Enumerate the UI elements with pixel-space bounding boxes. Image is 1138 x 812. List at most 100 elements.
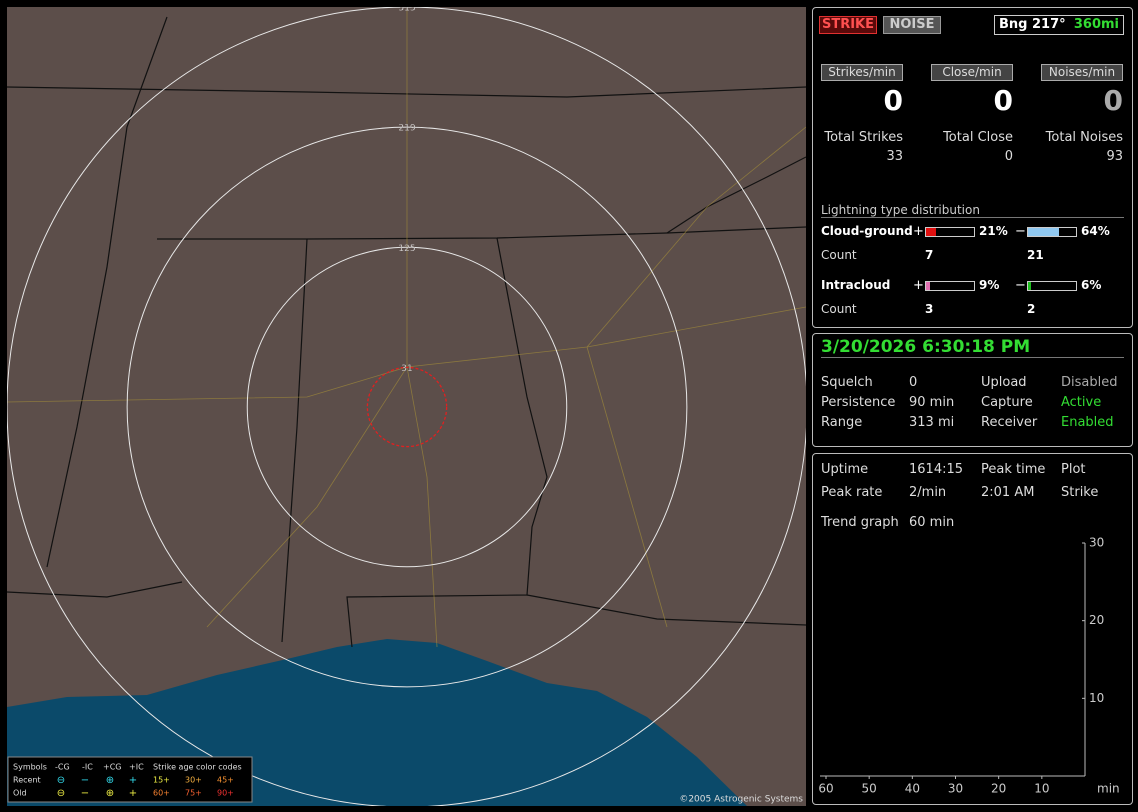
- legend-symbol: ⊖: [57, 788, 65, 799]
- count: 3: [925, 302, 934, 316]
- range-ring: [126, 126, 688, 688]
- legend-header: -IC: [82, 763, 93, 772]
- legend-header: +CG: [103, 763, 122, 772]
- stat: 2/min: [909, 485, 947, 500]
- rate-label: Close/min: [931, 64, 1013, 81]
- legend-header: Symbols: [13, 763, 47, 772]
- ring-label: 219: [398, 124, 415, 134]
- setting: Active: [1061, 395, 1102, 410]
- total-label: Total Strikes: [824, 130, 903, 145]
- legend-row-label: Recent: [13, 776, 41, 785]
- rate-value: 0: [1103, 84, 1123, 117]
- age-code: 45+: [217, 776, 234, 785]
- stat: Strike: [1061, 485, 1099, 500]
- distribution-title: Lightning type distribution: [821, 203, 1124, 218]
- rate-value: 0: [993, 84, 1013, 117]
- total-value: 33: [886, 149, 903, 164]
- x-tick-label: 60: [818, 782, 833, 796]
- x-tick-label: 50: [862, 782, 877, 796]
- legend-box: [7, 756, 253, 803]
- total-value: 0: [1004, 149, 1013, 164]
- state-borders: [7, 16, 806, 648]
- range: 360mi: [1073, 17, 1119, 32]
- legend-header: -CG: [55, 763, 70, 772]
- sign: +: [913, 278, 924, 293]
- datetime: 3/20/2026 6:30:18 PM: [821, 337, 1124, 358]
- rate-label: Noises/min: [1041, 64, 1123, 81]
- bar-fill: [926, 228, 937, 236]
- x-tick-label: 40: [905, 782, 920, 796]
- count: 21: [1027, 248, 1044, 262]
- x-tick-label: 10: [1034, 782, 1049, 796]
- count-label: Count: [821, 302, 857, 316]
- stat: Plot: [1061, 462, 1086, 477]
- setting: Receiver: [981, 415, 1038, 430]
- range-rings: 31 125 219 313: [7, 7, 806, 806]
- status-panel: [812, 333, 1133, 447]
- ring-label: 125: [398, 244, 415, 254]
- age-code: 30+: [185, 776, 202, 785]
- bar-track: [1027, 281, 1077, 291]
- bar-fill: [926, 282, 931, 290]
- setting: 90 min: [909, 395, 955, 410]
- legend-symbol: ⊖: [57, 775, 65, 786]
- bar-fill: [1028, 282, 1031, 290]
- y-tick-label: 20: [1089, 613, 1104, 627]
- setting: 313 mi: [909, 415, 955, 430]
- legend-row-label: Old: [13, 789, 27, 798]
- noise-button[interactable]: NOISE: [883, 16, 941, 34]
- bar-track: [925, 281, 975, 291]
- stat: Peak rate: [821, 485, 883, 500]
- x-tick-label: 20: [991, 782, 1006, 796]
- legend-symbol: ⊕: [106, 775, 114, 786]
- setting: Enabled: [1061, 415, 1114, 430]
- ring-label: 313: [398, 7, 415, 14]
- x-unit: min: [1097, 782, 1120, 796]
- stats-panel: [812, 7, 1133, 328]
- ring-label: 31: [401, 364, 412, 374]
- percent: 64%: [1081, 224, 1110, 238]
- age-code: 75+: [185, 789, 202, 798]
- setting: Disabled: [1061, 375, 1118, 390]
- stat: Uptime: [821, 462, 869, 477]
- age-code: 90+: [217, 789, 234, 798]
- range-ring: [366, 366, 448, 448]
- total-label: Total Noises: [1045, 130, 1123, 145]
- range-ring: [246, 246, 568, 568]
- legend: Symbols -CG -IC +CG +IC Strike age color code…: [13, 763, 242, 800]
- map: 31 125 219 313 Symbols -CG -IC +CG +IC Strike ag…: [7, 7, 806, 806]
- y-tick-label: 30: [1089, 536, 1104, 550]
- bearing: Bng 217°: [999, 17, 1066, 32]
- trend-panel: [812, 453, 1133, 805]
- percent: 9%: [979, 278, 1000, 292]
- x-tick-label: 30: [948, 782, 963, 796]
- bar-fill: [1028, 228, 1059, 236]
- age-code: 60+: [153, 789, 170, 798]
- strike-button[interactable]: STRIKE: [819, 16, 877, 34]
- percent: 6%: [1081, 278, 1102, 292]
- sign: −: [1015, 224, 1026, 239]
- stat: 1614:15: [909, 462, 964, 477]
- total-label: Total Close: [943, 130, 1013, 145]
- rate-label: Strikes/min: [821, 64, 903, 81]
- legend-symbol: −: [81, 775, 89, 786]
- setting: Persistence: [821, 395, 896, 410]
- legend-symbol: +: [129, 775, 137, 786]
- rate-value: 0: [883, 84, 903, 117]
- age-code: 15+: [153, 776, 170, 785]
- stat: 2:01 AM: [981, 485, 1035, 500]
- count: 2: [1027, 302, 1036, 316]
- bar-track: [925, 227, 975, 237]
- setting: Squelch: [821, 375, 873, 390]
- copyright: ©2005 Astrogenic Systems: [679, 795, 803, 805]
- stat: Peak time: [981, 462, 1046, 477]
- type-label: Cloud-ground: [821, 224, 913, 238]
- legend-symbol: ⊕: [106, 788, 114, 799]
- total-value: 93: [1106, 149, 1123, 164]
- setting: Capture: [981, 395, 1033, 410]
- percent: 21%: [979, 224, 1008, 238]
- bar-track: [1027, 227, 1077, 237]
- setting: 0: [909, 375, 918, 390]
- legend-header: +IC: [129, 763, 144, 772]
